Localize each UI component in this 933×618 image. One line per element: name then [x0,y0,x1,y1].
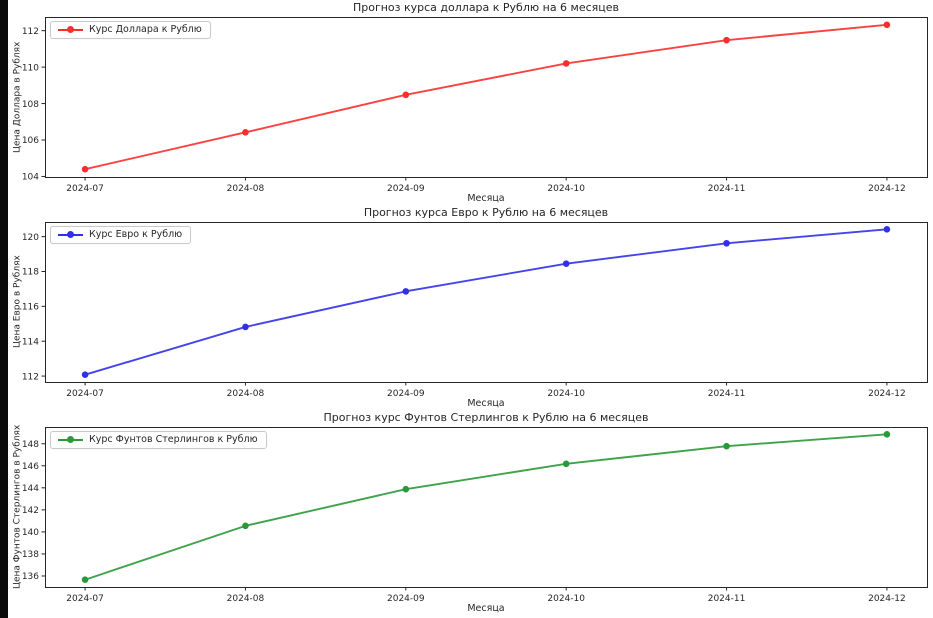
y-tick-label: 120 [22,233,39,243]
x-tick-label: 2024-11 [708,594,746,604]
x-tick-label: 2024-07 [66,594,104,604]
legend-line-swatch [58,230,83,239]
axes-spines [45,222,928,383]
legend-line-swatch [58,25,83,34]
data-point [883,21,891,29]
series-line [84,228,888,376]
chart-title: Прогноз курса Евро к Рублю на 6 месяцев [363,206,609,219]
x-tick-label: 2024-07 [66,389,104,399]
x-tick-label: 2024-09 [387,389,425,399]
y-tick-label: 144 [22,484,39,494]
plot-area: 112 114 116 118 120 2024-07 2024-08 2024-09 2024… [22,222,928,399]
x-tick-label: 2024-12 [868,389,906,399]
x-tick-label: 2024-12 [868,594,906,604]
legend: Курс Фунтов Стерлингов к Рублю [50,431,267,449]
y-tick-label: 112 [22,27,39,37]
data-point [242,323,249,331]
y-tick-label: 116 [22,303,39,313]
x-axis-label: Месяца [467,193,505,204]
x-tick-label: 2024-12 [868,184,906,194]
data-point [883,430,891,438]
legend-marker-dot [67,231,74,238]
data-point [81,165,89,173]
x-tick-label: 2024-07 [66,184,104,194]
x-tick-label: 2024-09 [387,184,425,194]
x-tick-label: 2024-10 [547,594,585,604]
legend-line-swatch [58,435,83,444]
y-tick-label: 112 [22,372,39,382]
y-tick-label: 114 [22,337,39,347]
data-point [81,576,89,584]
data-point [723,36,730,44]
x-tick-label: 2024-11 [708,389,746,399]
y-tick-label: 136 [22,572,39,582]
x-axis-label: Месяца [467,603,505,614]
y-tick-label: 142 [22,506,39,516]
data-point [723,442,730,450]
data-point [242,129,249,136]
legend-marker-dot [67,26,74,33]
legend: Курс Доллара к Рублю [50,21,211,39]
y-tick-label: 146 [22,462,39,472]
axes-spines [45,427,928,588]
data-point [562,460,570,468]
x-tick-label: 2024-11 [708,184,746,194]
chart-usd-rub: Прогноз курса доллара к Рублю на 6 месяц… [8,0,933,205]
data-point [402,91,410,99]
axes-spines [45,17,928,178]
legend-label: Курс Евро к Рублю [89,229,183,240]
chart-eur-rub: Прогноз курса Евро к Рублю на 6 месяцев … [8,205,933,410]
x-tick-label: 2024-08 [227,389,265,399]
plot-area: 104 106 108 110 112 2024-07 2024-08 2024-09 2024… [22,17,928,194]
x-tick-label: 2024-10 [547,184,585,194]
data-point [242,522,249,530]
series-line [84,433,888,581]
legend-label: Курс Доллара к Рублю [89,24,202,35]
data-point [883,226,891,233]
matplotlib-figure: Прогноз курса доллара к Рублю на 6 месяц… [8,0,933,618]
y-tick-label: 118 [22,268,39,278]
y-tick-label: 110 [22,63,39,73]
y-tick-label: 106 [22,136,39,146]
legend-label: Курс Фунтов Стерлингов к Рублю [89,434,258,445]
data-point [723,239,730,247]
data-point [402,288,410,295]
chart-title: Прогноз курс Фунтов Стерлингов к Рублю н… [323,411,649,424]
x-axis-label: Месяца [467,398,505,409]
legend-marker-dot [67,436,74,443]
chart-gbp-rub: Прогноз курс Фунтов Стерлингов к Рублю н… [8,410,933,618]
data-point [562,60,570,67]
legend: Курс Евро к Рублю [50,226,192,244]
x-tick-label: 2024-08 [227,594,265,604]
x-tick-label: 2024-10 [547,389,585,399]
y-tick-label: 108 [22,100,39,110]
y-tick-label: 138 [22,550,39,560]
data-point [81,371,89,378]
y-tick-label: 104 [22,173,39,183]
data-point [402,485,410,493]
y-tick-label: 140 [22,528,39,538]
series-line [84,23,888,171]
x-tick-label: 2024-09 [387,594,425,604]
chart-title: Прогноз курса доллара к Рублю на 6 месяц… [352,1,620,14]
y-tick-label: 148 [22,440,39,450]
plot-area: 136 138 140 142 144 146 148 2024-07 2024-08 2024-… [22,427,928,604]
x-tick-label: 2024-08 [227,184,265,194]
data-point [562,260,570,267]
